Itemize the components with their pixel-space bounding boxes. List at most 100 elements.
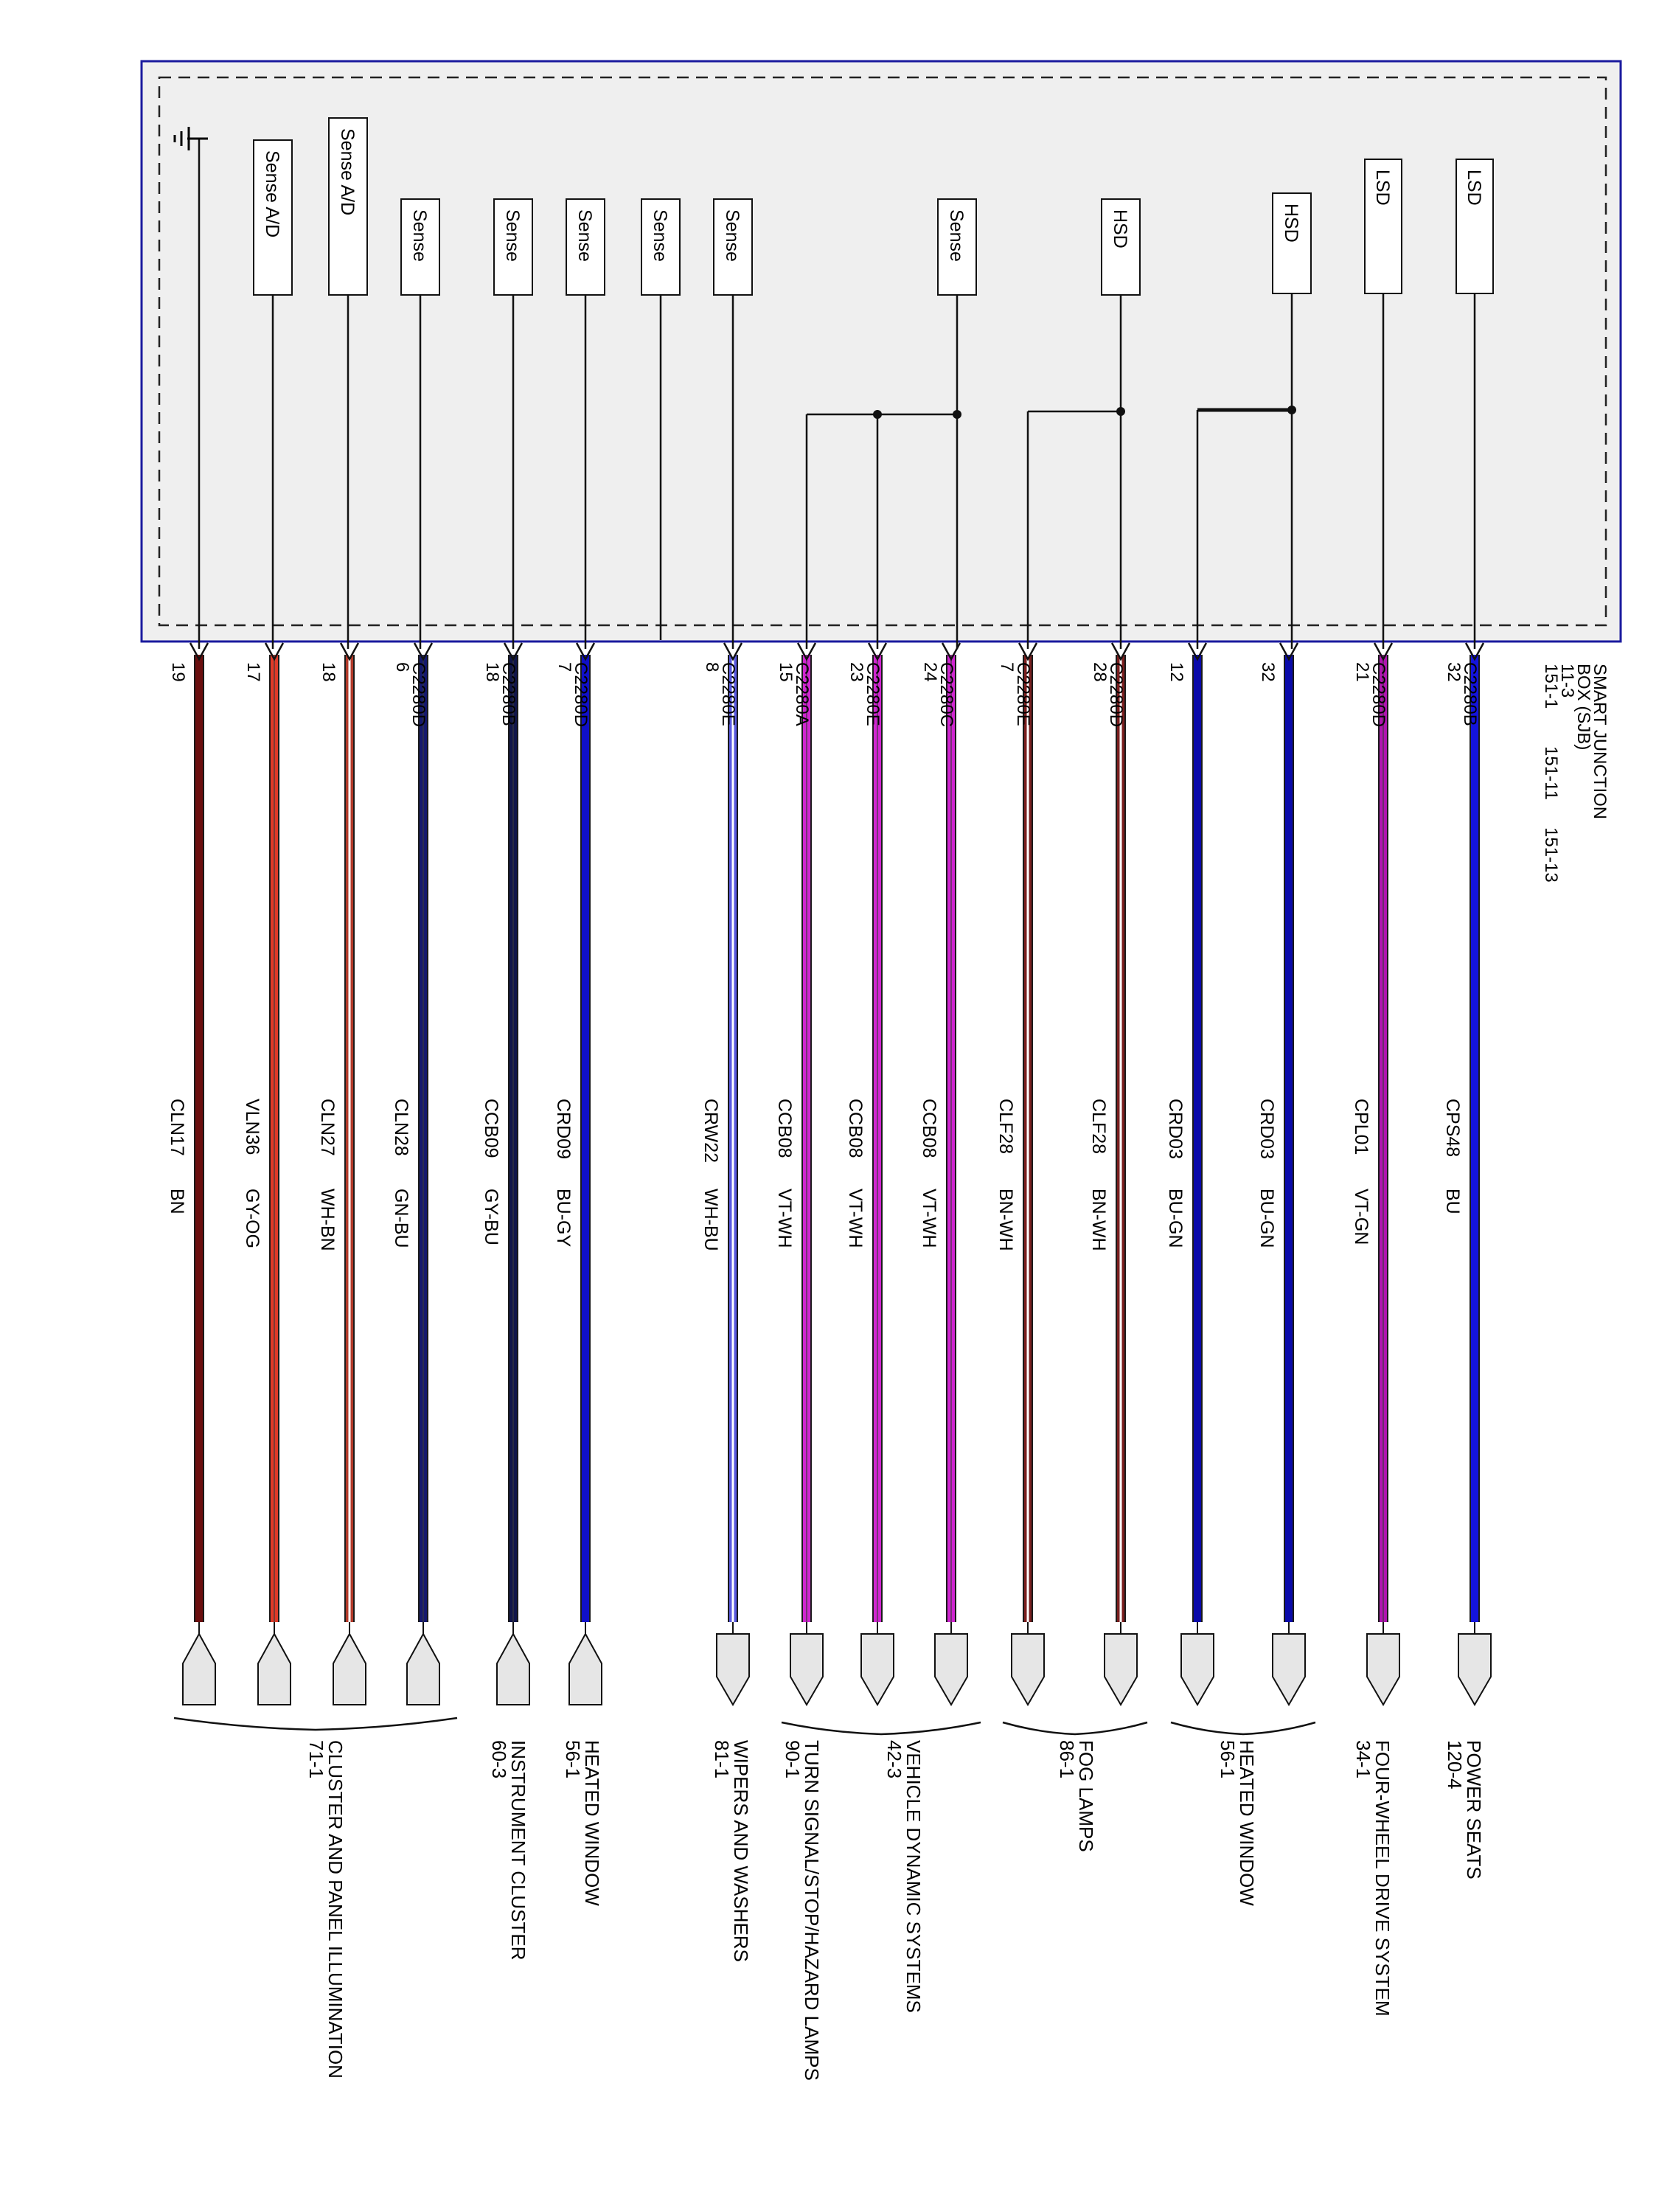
module-ref: 151-1 <box>1541 664 1561 709</box>
driver-label: Sense A/D <box>337 128 358 215</box>
wire-crd03 <box>1194 655 1201 1622</box>
driver-box <box>493 198 533 296</box>
terminal-arrow-icon <box>1373 642 1394 661</box>
destination-ref: 34-1 <box>1352 1740 1374 1778</box>
wire-color-code: BN-WH <box>995 1189 1016 1251</box>
wire-color-code: GN-BU <box>391 1189 411 1248</box>
module-abbrev: BOX (SJB) <box>1573 664 1593 750</box>
connector-id: C2280B <box>498 662 518 726</box>
connector-id: C2280E <box>718 662 738 726</box>
end-connector-icon <box>182 1632 216 1705</box>
destination-ref: 56-1 <box>562 1740 584 1778</box>
destination-name: CLUSTER AND PANEL ILLUMINATION <box>324 1740 347 2079</box>
harness-wires-layer <box>173 642 1492 1736</box>
pin-number: 12 <box>1166 662 1186 682</box>
destination-ref: 71-1 <box>305 1740 327 1778</box>
module-page-ref: 11-3 <box>1557 664 1577 698</box>
driver-label: Sense <box>502 209 523 262</box>
terminal-arrow-icon <box>1187 642 1208 661</box>
module-ref: 151-11 <box>1541 746 1561 800</box>
group-brace <box>781 1721 981 1736</box>
driver-box <box>1272 192 1312 294</box>
connector-id: C2280D <box>1368 662 1388 727</box>
end-connector-icon <box>406 1632 440 1705</box>
connector-id: C2280D <box>571 662 591 727</box>
wire-tracer-stripe <box>348 655 351 1622</box>
connector-id: C2280D <box>1106 662 1126 727</box>
end-connector-icon <box>860 1633 894 1706</box>
destination-name: WIPERS AND WASHERS <box>730 1740 752 1962</box>
connector-id: C2280C <box>936 662 956 727</box>
destination-ref: 90-1 <box>782 1740 804 1778</box>
circuit-number: CCB08 <box>919 1099 939 1158</box>
wire-tracer-stripe <box>877 655 878 1622</box>
circuit-number: CRD03 <box>1256 1099 1277 1159</box>
driver-label: Sense <box>650 209 670 262</box>
driver-box <box>641 198 681 296</box>
driver-label: Sense <box>722 209 742 262</box>
wire-tracer-stripe <box>512 655 514 1622</box>
terminal-arrow-icon <box>413 642 434 661</box>
wire-crd03 <box>1285 655 1293 1622</box>
circuit-number: CRD09 <box>553 1099 574 1159</box>
wire-tracer-stripe <box>950 655 952 1622</box>
circuit-number: CCB08 <box>774 1099 795 1158</box>
wire-tracer-stripe <box>1382 655 1384 1622</box>
driver-label: Sense <box>574 209 595 262</box>
terminal-arrow-icon <box>339 642 360 661</box>
pin-number: 7 <box>997 662 1017 672</box>
end-connector-icon <box>1104 1633 1138 1706</box>
module-box-layer <box>140 60 1622 643</box>
destination-ref: 81-1 <box>711 1740 733 1778</box>
destination-ref: 86-1 <box>1056 1740 1078 1778</box>
end-connector-icon <box>790 1633 824 1706</box>
end-connector-icon <box>716 1633 750 1706</box>
destination-ref: 60-3 <box>488 1740 510 1778</box>
destination-name: HEATED WINDOW <box>581 1740 603 1906</box>
circuit-number: CLF28 <box>1088 1099 1109 1154</box>
wire-tracer-stripe <box>1119 655 1122 1622</box>
terminal-arrow-icon <box>1110 642 1131 661</box>
end-connector-icon <box>1366 1633 1400 1706</box>
wire-tracer-stripe <box>422 655 424 1622</box>
terminal-arrow-icon <box>264 642 285 661</box>
module-name: SMART JUNCTION <box>1590 664 1610 819</box>
driver-label: LSD <box>1464 170 1484 206</box>
connector-id: C2280B <box>1460 662 1480 726</box>
pin-number: 19 <box>168 662 188 682</box>
circuit-number: CLN17 <box>167 1099 187 1156</box>
destination-ref: 56-1 <box>1217 1740 1239 1778</box>
wire-crd09 <box>582 655 589 1622</box>
end-connector-icon <box>1272 1633 1306 1706</box>
driver-box <box>328 117 368 296</box>
connector-id: C2280E <box>1013 662 1033 726</box>
destination-name: TURN SIGNAL/STOP/HAZARD LAMPS <box>801 1740 823 2081</box>
destination-ref: 42-3 <box>883 1740 905 1778</box>
wire-tracer-stripe <box>731 655 734 1622</box>
terminal-arrow-icon <box>796 642 817 661</box>
driver-label: Sense <box>946 209 967 262</box>
terminal-arrow-icon <box>575 642 596 661</box>
wire-color-code: WH-BN <box>317 1189 338 1251</box>
pin-number: 6 <box>392 662 412 672</box>
wire-color-code: GY-BU <box>481 1189 501 1245</box>
pin-number: 28 <box>1090 662 1110 682</box>
group-brace <box>173 1717 458 1731</box>
wire-tracer-stripe <box>806 655 807 1622</box>
terminal-arrow-icon <box>1279 642 1299 661</box>
circuit-number: CCB08 <box>845 1099 866 1158</box>
circuit-number: CPL01 <box>1351 1099 1371 1155</box>
driver-label: Sense A/D <box>262 150 282 237</box>
circuit-number: VLN36 <box>242 1099 262 1155</box>
pin-number: 32 <box>1444 662 1464 682</box>
end-connector-icon <box>1458 1633 1492 1706</box>
wire-color-code: VT-WH <box>774 1189 795 1248</box>
circuit-number: CCB09 <box>481 1099 501 1158</box>
destination-name: FOUR-WHEEL DRIVE SYSTEM <box>1371 1740 1394 2017</box>
pin-number: 8 <box>702 662 722 672</box>
pin-number: 18 <box>319 662 338 682</box>
end-connector-icon <box>934 1633 968 1706</box>
wire-tracer-stripe <box>274 655 275 1622</box>
terminal-arrow-icon <box>867 642 888 661</box>
